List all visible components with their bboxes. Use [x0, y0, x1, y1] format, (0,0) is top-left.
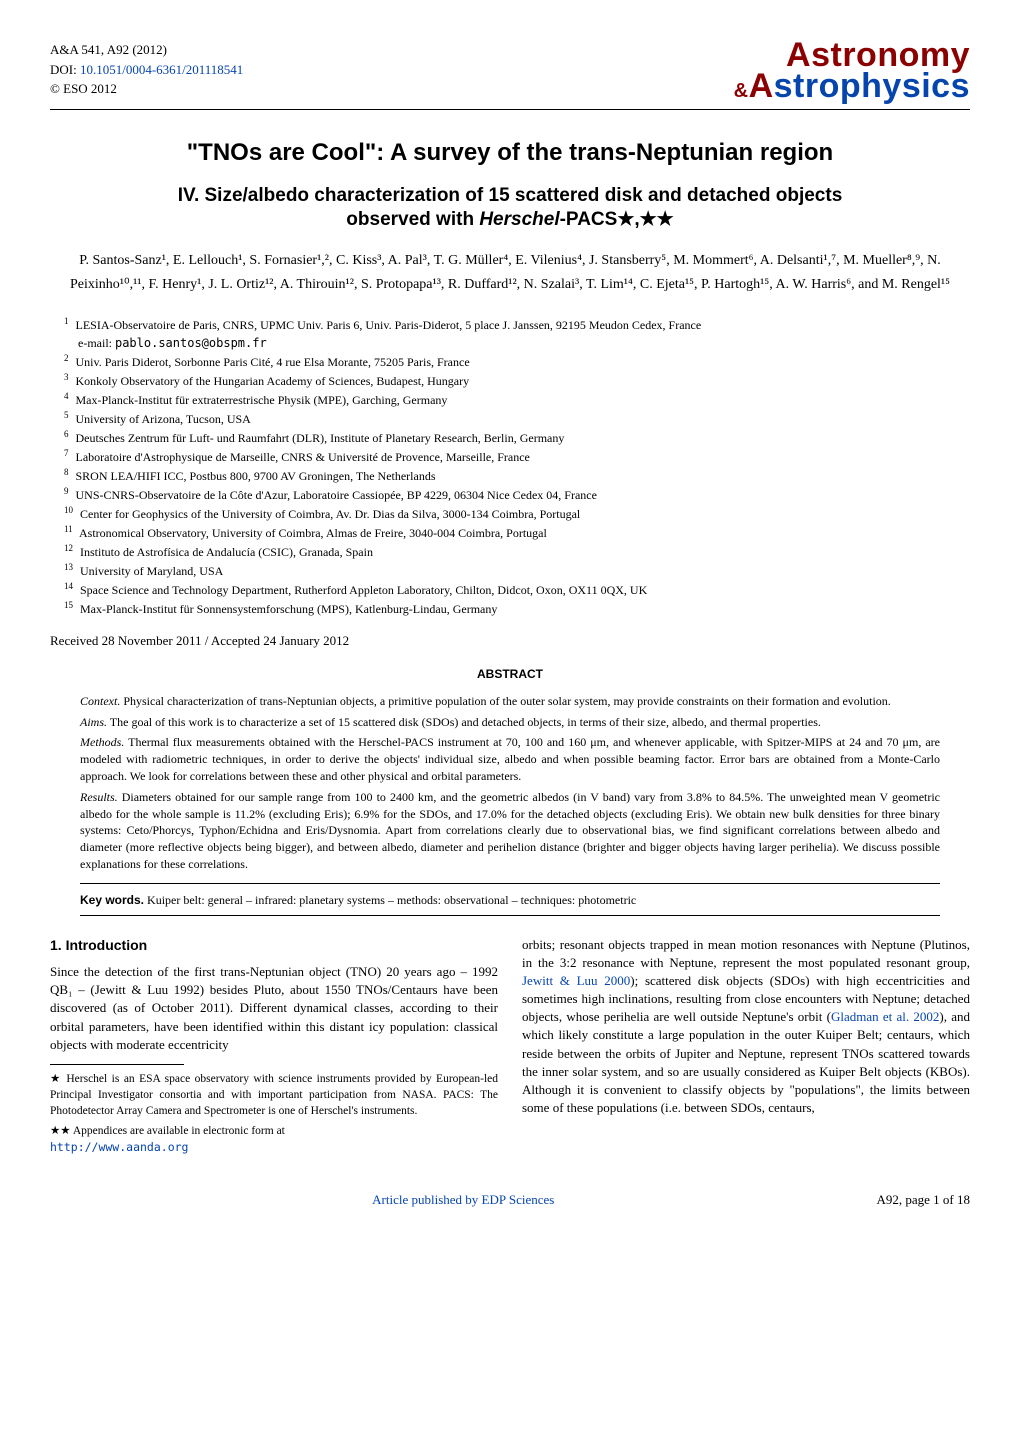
affiliation-item: 6 Deutsches Zentrum für Luft- und Raumfa… — [64, 428, 970, 447]
doi-label: DOI: — [50, 62, 77, 77]
context-text: Physical characterization of trans-Neptu… — [123, 694, 890, 708]
affiliation-list: 1 LESIA-Observatoire de Paris, CNRS, UPM… — [64, 315, 970, 618]
subtitle-line1: IV. Size/albedo characterization of 15 s… — [178, 185, 843, 206]
affiliation-item: 11 Astronomical Observatory, University … — [64, 523, 970, 542]
affiliation-item: 13 University of Maryland, USA — [64, 561, 970, 580]
body-columns: 1. Introduction Since the detection of t… — [50, 936, 970, 1161]
right-text-1: orbits; resonant objects trapped in mean… — [522, 937, 970, 970]
page-header: A&A 541, A92 (2012) DOI: 10.1051/0004-63… — [50, 40, 970, 101]
footnote-1: ★ Herschel is an ESA space observatory w… — [50, 1071, 498, 1119]
affiliation-item: 2 Univ. Paris Diderot, Sorbonne Paris Ci… — [64, 352, 970, 371]
footnote-2-url[interactable]: http://www.aanda.org — [50, 1140, 188, 1154]
abstract-block: Context. Physical characterization of tr… — [80, 693, 940, 873]
footnote-separator — [50, 1064, 184, 1065]
abstract-top-rule — [80, 883, 940, 884]
logo-amp: & — [734, 80, 749, 102]
footnote-2: ★★ Appendices are available in electroni… — [50, 1123, 498, 1156]
affiliation-item: 12 Instituto de Astrofísica de Andalucía… — [64, 542, 970, 561]
subtitle-herschel: Herschel — [479, 209, 559, 230]
journal-ref-block: A&A 541, A92 (2012) DOI: 10.1051/0004-63… — [50, 40, 243, 99]
author-list: P. Santos-Sanz¹, E. Lellouch¹, S. Fornas… — [50, 249, 970, 297]
keywords-text: Kuiper belt: general – infrared: planeta… — [147, 893, 636, 907]
copyright: © ESO 2012 — [50, 79, 243, 99]
left-column: 1. Introduction Since the detection of t… — [50, 936, 498, 1161]
page-footer: Article published by EDP Sciences A92, p… — [50, 1191, 970, 1209]
methods-text: Thermal flux measurements obtained with … — [80, 735, 940, 783]
affiliation-item: 10 Center for Geophysics of the Universi… — [64, 504, 970, 523]
right-text-3: ), and which likely constitute a large p… — [522, 1009, 970, 1115]
affiliation-item: 15 Max-Planck-Institut für Sonnensystemf… — [64, 599, 970, 618]
affiliation-item: 8 SRON LEA/HIFI ICC, Postbus 800, 9700 A… — [64, 466, 970, 485]
section-1-heading: 1. Introduction — [50, 936, 498, 956]
header-rule — [50, 109, 970, 110]
aims-text: The goal of this work is to characterize… — [110, 715, 821, 729]
affiliation-item: 9 UNS-CNRS-Observatoire de la Côte d'Azu… — [64, 485, 970, 504]
affiliation-item: 5 University of Arizona, Tucson, USA — [64, 409, 970, 428]
abstract-bottom-rule — [80, 915, 940, 916]
subtitle-line2-post: -PACS★,★★ — [560, 209, 674, 230]
subtitle-line2-pre: observed with — [346, 209, 479, 230]
journal-logo: Astronomy &Astrophysics — [734, 40, 970, 101]
abstract-heading: ABSTRACT — [50, 666, 970, 683]
intro-paragraph: Since the detection of the first trans-N… — [50, 963, 498, 1054]
right-column: orbits; resonant objects trapped in mean… — [522, 936, 970, 1161]
affiliation-item: 4 Max-Planck-Institut für extraterrestri… — [64, 390, 970, 409]
right-paragraph: orbits; resonant objects trapped in mean… — [522, 936, 970, 1118]
paper-subtitle: IV. Size/albedo characterization of 15 s… — [50, 184, 970, 233]
doi-link[interactable]: 10.1051/0004-6361/201118541 — [80, 62, 243, 77]
footnote-2-text: ★★ Appendices are available in electroni… — [50, 1125, 285, 1137]
keywords-line: Key words. Kuiper belt: general – infrar… — [80, 892, 940, 909]
paper-title: "TNOs are Cool": A survey of the trans-N… — [50, 136, 970, 170]
affiliation-item: 3 Konkoly Observatory of the Hungarian A… — [64, 371, 970, 390]
publisher-link[interactable]: Article published by EDP Sciences — [372, 1192, 554, 1207]
logo-strophysics: strophysics — [774, 67, 970, 105]
ref-jewitt-luu-2000[interactable]: Jewitt & Luu 2000 — [522, 973, 630, 988]
journal-ref: A&A 541, A92 (2012) — [50, 40, 243, 60]
keywords-label: Key words. — [80, 893, 144, 907]
ref-gladman-2002[interactable]: Gladman et al. 2002 — [831, 1009, 939, 1024]
affiliation-item: 7 Laboratoire d'Astrophysique de Marseil… — [64, 447, 970, 466]
doi-line: DOI: 10.1051/0004-6361/201118541 — [50, 60, 243, 80]
context-label: Context. — [80, 694, 120, 708]
page-number: A92, page 1 of 18 — [876, 1191, 970, 1209]
aims-label: Aims. — [80, 715, 107, 729]
logo-a: A — [749, 67, 774, 105]
affiliation-item: 1 LESIA-Observatoire de Paris, CNRS, UPM… — [64, 315, 970, 352]
results-label: Results. — [80, 790, 118, 804]
affiliation-item: 14 Space Science and Technology Departme… — [64, 580, 970, 599]
received-line: Received 28 November 2011 / Accepted 24 … — [50, 632, 970, 650]
results-text: Diameters obtained for our sample range … — [80, 790, 940, 871]
footnotes: ★ Herschel is an ESA space observatory w… — [50, 1071, 498, 1156]
methods-label: Methods. — [80, 735, 124, 749]
logo-astrophysics: &Astrophysics — [734, 71, 970, 102]
